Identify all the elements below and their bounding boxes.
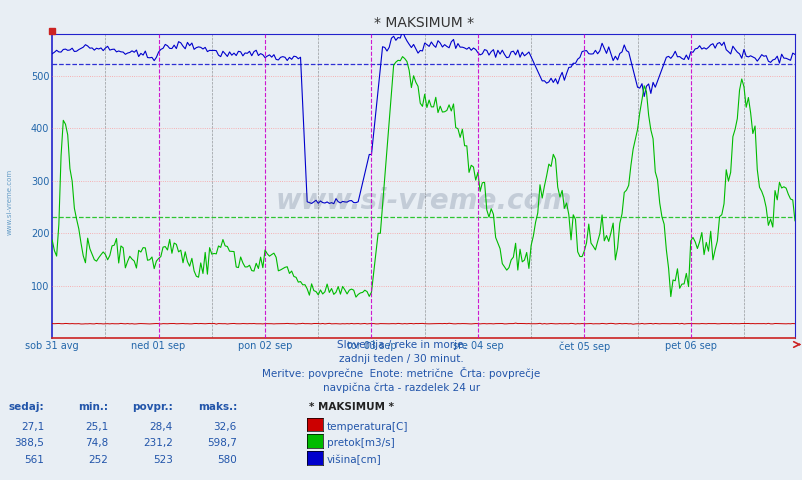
Text: zadnji teden / 30 minut.: zadnji teden / 30 minut. (338, 354, 464, 364)
Text: 25,1: 25,1 (85, 421, 108, 432)
Text: Slovenija / reke in morje.: Slovenija / reke in morje. (336, 340, 466, 350)
Text: 231,2: 231,2 (143, 438, 172, 448)
Text: pretok[m3/s]: pretok[m3/s] (326, 438, 394, 448)
Text: navpična črta - razdelek 24 ur: navpična črta - razdelek 24 ur (322, 383, 480, 393)
Text: 523: 523 (152, 455, 172, 465)
Text: www.si-vreme.com: www.si-vreme.com (275, 187, 571, 215)
Text: maks.:: maks.: (197, 402, 237, 412)
Text: sedaj:: sedaj: (9, 402, 44, 412)
Text: temperatura[C]: temperatura[C] (326, 421, 407, 432)
Text: 27,1: 27,1 (21, 421, 44, 432)
Text: povpr.:: povpr.: (132, 402, 172, 412)
Text: * MAKSIMUM *: * MAKSIMUM * (309, 402, 394, 412)
Text: 28,4: 28,4 (149, 421, 172, 432)
Text: 388,5: 388,5 (14, 438, 44, 448)
Text: višina[cm]: višina[cm] (326, 455, 381, 465)
Text: 561: 561 (24, 455, 44, 465)
Text: min.:: min.: (79, 402, 108, 412)
Text: 252: 252 (88, 455, 108, 465)
Text: 580: 580 (217, 455, 237, 465)
Text: 74,8: 74,8 (85, 438, 108, 448)
Title: * MAKSIMUM *: * MAKSIMUM * (373, 16, 473, 30)
Text: 32,6: 32,6 (213, 421, 237, 432)
Text: www.si-vreme.com: www.si-vreme.com (6, 168, 12, 235)
Text: 598,7: 598,7 (207, 438, 237, 448)
Text: Meritve: povprečne  Enote: metrične  Črta: povprečje: Meritve: povprečne Enote: metrične Črta:… (262, 367, 540, 379)
